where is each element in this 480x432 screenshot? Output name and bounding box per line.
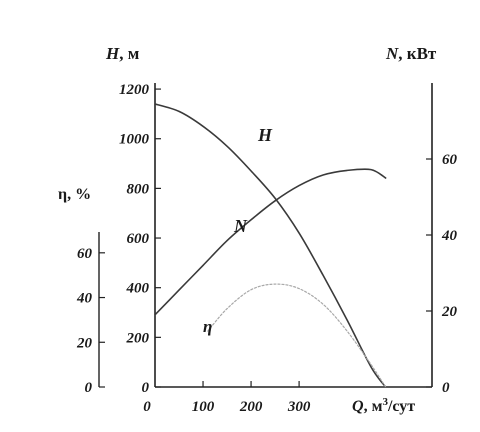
head-tick-label: 400 bbox=[126, 281, 150, 297]
curve-label-eta: η bbox=[203, 317, 212, 336]
head-tick-label: 800 bbox=[127, 181, 150, 197]
power-tick-label: 20 bbox=[441, 304, 458, 320]
curve-label-H: H bbox=[257, 125, 273, 145]
efficiency-axis-title: η, % bbox=[58, 186, 91, 203]
efficiency-ticks: 0 20 40 60 bbox=[76, 246, 105, 396]
x-axis-title: Q, м3/сут bbox=[352, 396, 415, 415]
head-ticks: 0 200 400 600 800 1000 1200 bbox=[119, 82, 161, 396]
head-tick-label: 1200 bbox=[119, 82, 150, 98]
head-tick-label: 200 bbox=[126, 330, 150, 346]
series-efficiency-curve bbox=[207, 283, 387, 388]
x-tick-label: 300 bbox=[287, 399, 311, 415]
power-tick-label: 60 bbox=[442, 152, 458, 168]
curves bbox=[154, 103, 387, 388]
series-power-curve bbox=[154, 168, 387, 316]
head-tick-label: 600 bbox=[127, 231, 150, 247]
efficiency-tick-label: 0 bbox=[85, 380, 93, 396]
power-ticks: 0 20 40 60 bbox=[426, 152, 458, 396]
head-axis-title: H, м bbox=[105, 44, 140, 63]
curve-label-N: N bbox=[233, 216, 248, 236]
x-tick-label: 200 bbox=[239, 399, 263, 415]
head-tick-label: 0 bbox=[142, 380, 150, 396]
efficiency-tick-label: 40 bbox=[76, 291, 93, 307]
x-ticks: 0 100 200 300 bbox=[143, 381, 311, 415]
axes bbox=[98, 83, 433, 388]
series-head-curve bbox=[154, 103, 387, 388]
head-tick-label: 1000 bbox=[119, 132, 150, 148]
power-tick-label: 0 bbox=[442, 380, 450, 396]
x-tick-label: 100 bbox=[192, 399, 215, 415]
efficiency-tick-label: 20 bbox=[76, 335, 93, 351]
efficiency-tick-label: 60 bbox=[77, 246, 93, 262]
power-tick-label: 40 bbox=[441, 228, 458, 244]
x-tick-label: 0 bbox=[143, 399, 151, 415]
power-axis-title: N, кВт bbox=[385, 44, 437, 63]
